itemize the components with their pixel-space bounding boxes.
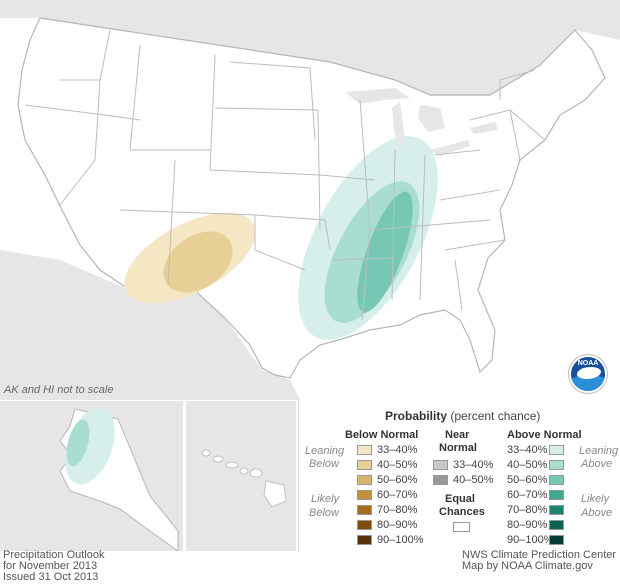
above-label-3: 50–60% (507, 474, 548, 486)
below-label-3: 50–60% (377, 474, 418, 486)
hawaii-svg (201, 449, 287, 508)
hawaii-islands (201, 449, 287, 508)
below-label-5: 70–80% (377, 504, 418, 516)
above-swatch-6 (549, 520, 564, 530)
legend-subtitle: (percent chance) (450, 409, 541, 423)
below-swatch-6 (357, 520, 372, 530)
above-swatch-2 (549, 460, 564, 470)
near-normal-header-2: Normal (439, 442, 477, 454)
above-label-7: 90–100% (507, 534, 554, 546)
above-swatch-3 (549, 475, 564, 485)
above-label-5: 70–80% (507, 504, 548, 516)
leaning-above-2: Above (581, 458, 613, 470)
below-swatch-5 (357, 505, 372, 515)
near-label-1: 33–40% (453, 459, 494, 471)
below-label-1: 33–40% (377, 444, 418, 456)
great-lakes (345, 88, 498, 156)
near-normal-header-1: Near (445, 429, 470, 441)
above-swatch-7 (549, 535, 564, 545)
equal-chances-swatch (453, 522, 470, 532)
above-label-4: 60–70% (507, 489, 548, 501)
leaning-above-1: Leaning (579, 445, 619, 457)
hawaii-inset (186, 401, 296, 551)
likely-above-1: Likely (581, 493, 610, 505)
footer-source: NWS Climate Prediction Center (462, 549, 617, 561)
footer-right: NWS Climate Prediction Center Map by NOA… (462, 550, 616, 572)
above-normal-50-60 (357, 191, 413, 313)
footer-credit: Map by NOAA Climate.gov (462, 560, 593, 572)
footer-left: Precipitation Outlook for November 2013 … (3, 550, 105, 583)
above-label-1: 33–40% (507, 444, 548, 456)
below-normal-40-50 (163, 231, 233, 293)
above-swatch-5 (549, 505, 564, 515)
below-swatch-3 (357, 475, 372, 485)
legend-title: Probability (385, 409, 448, 423)
below-label-4: 60–70% (377, 489, 418, 501)
mexico-area (0, 250, 300, 400)
below-label-7: 90–100% (377, 534, 424, 546)
state-borders (24, 29, 546, 321)
above-normal-header: Above Normal (507, 429, 582, 441)
above-swatch-1 (549, 445, 564, 455)
footer-issued: Issued 31 Oct 2013 (3, 571, 99, 583)
likely-below-1: Likely (311, 493, 340, 505)
near-swatch-2 (433, 475, 448, 485)
footer-product: Precipitation Outlook (3, 549, 105, 561)
alaska-inset (0, 401, 183, 551)
above-label-6: 80–90% (507, 519, 548, 531)
below-swatch-2 (357, 460, 372, 470)
below-label-6: 80–90% (377, 519, 418, 531)
below-normal-header: Below Normal (345, 429, 419, 441)
likely-above-2: Above (581, 507, 613, 519)
alaska-above-40-50 (66, 419, 90, 467)
below-swatch-7 (357, 535, 372, 545)
map-svg (0, 0, 620, 400)
noaa-logo-wave (571, 375, 605, 391)
alaska-svg (59, 407, 179, 551)
noaa-logo-text: NOAA (577, 360, 599, 367)
scale-note: AK and HI not to scale (4, 384, 114, 396)
near-label-2: 40–50% (453, 474, 494, 486)
below-swatch-4 (357, 490, 372, 500)
noaa-logo: NOAA (569, 355, 607, 393)
leaning-below-1: Leaning (305, 445, 345, 457)
canada-area (0, 0, 620, 95)
near-swatch-1 (433, 460, 448, 470)
below-swatch-1 (357, 445, 372, 455)
below-label-2: 40–50% (377, 459, 418, 471)
legend: Probability (percent chance) Below Norma… (298, 401, 620, 551)
noaa-logo-bird (577, 367, 601, 379)
footer-period: for November 2013 (3, 560, 98, 572)
likely-below-2: Below (309, 507, 339, 519)
above-label-2: 40–50% (507, 459, 548, 471)
leaning-below-2: Below (309, 458, 339, 470)
equal-chances-1: Equal (445, 493, 475, 505)
equal-chances-2: Chances (439, 506, 485, 518)
legend-title-row: Probability (percent chance) (385, 409, 540, 423)
conus-map (0, 0, 620, 400)
above-swatch-4 (549, 490, 564, 500)
